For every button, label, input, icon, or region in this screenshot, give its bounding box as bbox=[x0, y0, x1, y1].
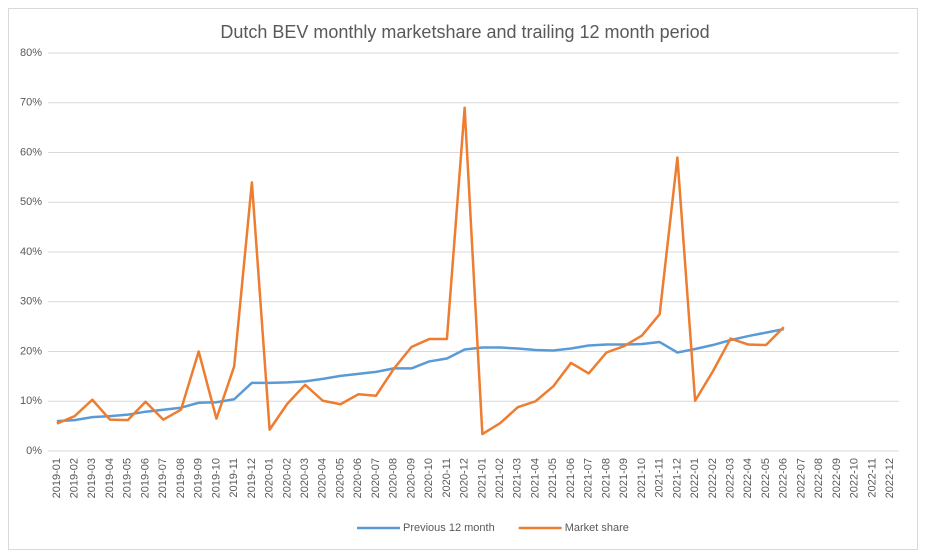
y-tick-label: 30% bbox=[20, 296, 42, 308]
x-tick-label: 2022-04 bbox=[742, 458, 754, 498]
x-tick-label: 2022-01 bbox=[689, 458, 701, 498]
x-tick-label: 2022-12 bbox=[884, 458, 896, 498]
x-tick-label: 2021-05 bbox=[547, 458, 559, 498]
x-tick-label: 2019-02 bbox=[69, 458, 81, 498]
x-tick-label: 2020-09 bbox=[405, 458, 417, 498]
y-tick-label: 60% bbox=[20, 146, 42, 158]
x-tick-label: 2022-02 bbox=[707, 458, 719, 498]
y-tick-label: 50% bbox=[20, 196, 42, 208]
x-tick-label: 2021-10 bbox=[636, 458, 648, 498]
y-tick-label: 80% bbox=[20, 47, 42, 59]
x-tick-label: 2019-10 bbox=[210, 458, 222, 498]
y-tick-label: 10% bbox=[20, 395, 42, 407]
legend-label: Market share bbox=[565, 522, 629, 534]
x-tick-label: 2019-03 bbox=[86, 458, 98, 498]
x-tick-label: 2021-09 bbox=[618, 458, 630, 498]
x-tick-label: 2021-11 bbox=[654, 458, 666, 498]
x-tick-label: 2020-07 bbox=[370, 458, 382, 498]
x-tick-label: 2021-07 bbox=[583, 458, 595, 498]
x-tick-label: 2019-12 bbox=[246, 458, 258, 498]
x-tick-label: 2022-03 bbox=[724, 458, 736, 498]
y-tick-label: 20% bbox=[20, 345, 42, 357]
x-tick-label: 2021-04 bbox=[529, 458, 541, 498]
x-tick-label: 2022-07 bbox=[795, 458, 807, 498]
x-tick-label: 2022-05 bbox=[760, 458, 772, 498]
legend-label: Previous 12 month bbox=[403, 522, 495, 534]
chart-title: Dutch BEV monthly marketshare and traili… bbox=[220, 22, 709, 42]
x-tick-label: 2020-05 bbox=[334, 458, 346, 498]
x-tick-label: 2021-01 bbox=[476, 458, 488, 498]
x-tick-label: 2022-09 bbox=[831, 458, 843, 498]
x-tick-label: 2021-02 bbox=[494, 458, 506, 498]
y-tick-label: 40% bbox=[20, 246, 42, 258]
x-tick-label: 2020-10 bbox=[423, 458, 435, 498]
x-tick-label: 2019-06 bbox=[139, 458, 151, 498]
y-tick-label: 70% bbox=[20, 97, 42, 109]
x-tick-label: 2019-11 bbox=[228, 458, 240, 498]
x-tick-label: 2020-03 bbox=[299, 458, 311, 498]
x-tick-label: 2020-08 bbox=[388, 458, 400, 498]
x-tick-label: 2020-04 bbox=[317, 458, 329, 498]
x-tick-label: 2021-12 bbox=[671, 458, 683, 498]
x-tick-label: 2019-07 bbox=[157, 458, 169, 498]
x-tick-label: 2019-08 bbox=[175, 458, 187, 498]
x-tick-label: 2020-12 bbox=[459, 458, 471, 498]
chart-frame bbox=[8, 8, 918, 550]
x-tick-label: 2020-11 bbox=[441, 458, 453, 498]
x-tick-label: 2022-10 bbox=[849, 458, 861, 498]
x-tick-label: 2020-02 bbox=[281, 458, 293, 498]
y-tick-label: 0% bbox=[26, 445, 42, 457]
x-tick-label: 2022-06 bbox=[778, 458, 790, 498]
x-tick-label: 2021-06 bbox=[565, 458, 577, 498]
x-tick-label: 2020-01 bbox=[264, 458, 276, 498]
x-tick-label: 2021-08 bbox=[600, 458, 612, 498]
series-line bbox=[56, 327, 785, 423]
x-tick-label: 2020-06 bbox=[352, 458, 364, 498]
x-tick-label: 2021-03 bbox=[512, 458, 524, 498]
x-tick-label: 2019-09 bbox=[193, 458, 205, 498]
series-line bbox=[56, 106, 785, 436]
x-tick-label: 2022-11 bbox=[866, 458, 878, 498]
x-tick-label: 2019-01 bbox=[51, 458, 63, 498]
x-tick-label: 2019-05 bbox=[122, 458, 134, 498]
x-tick-label: 2019-04 bbox=[104, 458, 116, 498]
x-tick-label: 2022-08 bbox=[813, 458, 825, 498]
